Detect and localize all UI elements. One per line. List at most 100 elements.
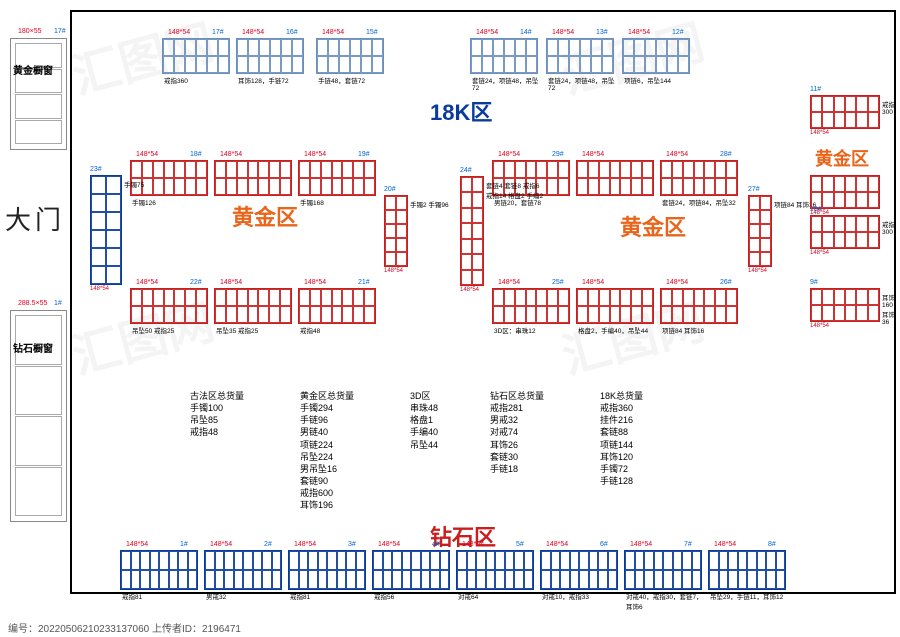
cabinet-row1-4 xyxy=(576,160,654,196)
cabinet-row3-7 xyxy=(708,550,786,590)
cab-lab-0-4: 套链24，项链48，吊坠72 xyxy=(548,75,616,92)
cab-id-1-5: 28# xyxy=(720,151,732,158)
cab-id-1-3: 29# xyxy=(552,151,564,158)
side-cab-dim-1: 148*54 xyxy=(384,268,403,274)
cabinet-row1-0 xyxy=(130,160,208,196)
side-cabinet-2 xyxy=(460,176,484,286)
cab-dim-3-6: 148*54 xyxy=(630,541,652,548)
cab-dim-3-2: 148*54 xyxy=(294,541,316,548)
side-cab-lab-4: 戒指300 xyxy=(882,99,900,116)
side-window-dim-0: 180×55 xyxy=(18,28,42,35)
side-cab-lab-7: 耳饰160 耳饰36 xyxy=(882,292,900,326)
cabinet-row3-1 xyxy=(204,550,282,590)
cabinet-row0-5 xyxy=(622,38,690,74)
cab-id-3-3: 4# xyxy=(432,541,440,548)
cab-lab-3-4: 对戒64 xyxy=(458,591,478,601)
cab-id-3-1: 2# xyxy=(264,541,272,548)
cab-dim-2-5: 148*54 xyxy=(666,279,688,286)
side-cabinet-3 xyxy=(748,195,772,267)
cabinet-row3-4 xyxy=(456,550,534,590)
side-cabinet-0 xyxy=(90,175,122,285)
cab-dim-1-5: 148*54 xyxy=(666,151,688,158)
cab-dim-0-0: 148*54 xyxy=(168,29,190,36)
cab-lab-2-0: 吊坠50 戒指25 xyxy=(132,325,174,335)
side-cab-lab-0: 手镯75 xyxy=(124,179,144,189)
side-cab-id-7: 9# xyxy=(810,279,818,286)
side-window-0 xyxy=(10,38,67,150)
cab-id-3-2: 3# xyxy=(348,541,356,548)
side-cabinet-1 xyxy=(384,195,408,267)
cab-dim-3-4: 148*54 xyxy=(462,541,484,548)
zone-title-3: 黄金区 xyxy=(815,145,869,171)
cab-dim-3-0: 148*54 xyxy=(126,541,148,548)
zone-title-1: 黄金区 xyxy=(232,200,298,232)
cab-lab-0-3: 套链24，项链48，吊坠72 xyxy=(472,75,540,92)
cabinet-row0-4 xyxy=(546,38,614,74)
cab-id-1-2: 19# xyxy=(358,151,370,158)
cab-lab-3-0: 戒指81 xyxy=(122,591,142,601)
cab-lab-3-7: 吊坠29，手链11，耳饰12 xyxy=(710,591,783,601)
side-cab-id-0: 23# xyxy=(90,166,102,173)
cabinet-row0-1 xyxy=(236,38,304,74)
cabinet-row0-0 xyxy=(162,38,230,74)
side-cab-id-6: 10# xyxy=(810,206,822,213)
side-cab-dim-7: 148*54 xyxy=(810,323,829,329)
cab-lab-0-2: 手链48，套链72 xyxy=(318,75,365,85)
cabinet-row3-2 xyxy=(288,550,366,590)
cab-id-2-3: 25# xyxy=(552,279,564,286)
side-cab-id-2: 24# xyxy=(460,167,472,174)
cabinet-row2-1 xyxy=(214,288,292,324)
side-cab-dim-6: 148*54 xyxy=(810,250,829,256)
cab-dim-0-4: 148*54 xyxy=(552,29,574,36)
cab-id-2-2: 21# xyxy=(358,279,370,286)
side-window-dim-1: 288.5×55 xyxy=(18,300,47,307)
cab-lab-1-2: 手镯168 xyxy=(300,197,324,207)
cabinet-row3-3 xyxy=(372,550,450,590)
cab-lab-0-0: 戒指360 xyxy=(164,75,188,85)
cab-lab-3-6: 对戒40，戒指30，套链7，耳饰6 xyxy=(626,591,704,611)
cab-dim-1-1: 148*54 xyxy=(220,151,242,158)
inventory-block-1: 黄金区总货量 手镯294 手链96 男链40 项链224 吊坠224 男吊坠16… xyxy=(300,390,354,511)
cabinet-row3-5 xyxy=(540,550,618,590)
cab-dim-1-2: 148*54 xyxy=(304,151,326,158)
cab-lab-3-1: 男戒32 xyxy=(206,591,226,601)
cab-dim-3-1: 148*54 xyxy=(210,541,232,548)
side-window-id-0: 17# xyxy=(54,28,66,35)
cab-lab-0-1: 耳饰128，手链72 xyxy=(238,75,289,85)
cab-lab-2-4: 格盘2，手编40，吊坠44 xyxy=(578,325,648,335)
cab-lab-2-5: 项链84 耳饰16 xyxy=(662,325,704,335)
cab-id-0-4: 13# xyxy=(596,29,608,36)
cab-lab-2-3: 3D区：串珠12 xyxy=(494,325,536,335)
side-cabinet-4 xyxy=(810,95,880,129)
cab-id-3-5: 6# xyxy=(600,541,608,548)
zone-title-2: 黄金区 xyxy=(620,210,686,242)
cab-dim-1-3: 148*54 xyxy=(498,151,520,158)
side-cab-lab-6: 戒指300 xyxy=(882,219,900,236)
cabinet-row1-5 xyxy=(660,160,738,196)
side-cabinet-7 xyxy=(810,288,880,322)
cab-dim-0-1: 148*54 xyxy=(242,29,264,36)
side-cab-dim-0: 148*54 xyxy=(90,286,109,292)
side-cab-id-4: 11# xyxy=(810,86,821,93)
cabinet-row2-5 xyxy=(660,288,738,324)
cabinet-row1-2 xyxy=(298,160,376,196)
cab-id-1-0: 18# xyxy=(190,151,202,158)
cab-lab-1-0: 手镯126 xyxy=(132,197,156,207)
cab-dim-0-5: 148*54 xyxy=(628,29,650,36)
cab-id-2-5: 26# xyxy=(720,279,732,286)
inventory-block-4: 18K总货量 戒指360 挂件216 套链88 项链144 耳饰120 手镯72… xyxy=(600,390,643,487)
cab-lab-2-1: 吊坠35 戒指25 xyxy=(216,325,258,335)
cabinet-row0-3 xyxy=(470,38,538,74)
cab-id-3-0: 1# xyxy=(180,541,188,548)
cab-dim-2-0: 148*54 xyxy=(136,279,158,286)
cab-id-3-7: 8# xyxy=(768,541,776,548)
cab-dim-2-2: 148*54 xyxy=(304,279,326,286)
cabinet-row2-3 xyxy=(492,288,570,324)
side-cab-dim-2: 148*54 xyxy=(460,287,479,293)
cabinet-row0-2 xyxy=(316,38,384,74)
cab-id-3-4: 5# xyxy=(516,541,524,548)
side-window-label-1: 钻石橱窗 xyxy=(13,340,53,355)
entrance-label: 大门 xyxy=(5,200,65,237)
side-cab-lab-1: 手镯2 手镯96 xyxy=(410,199,449,209)
cab-id-3-6: 7# xyxy=(684,541,692,548)
